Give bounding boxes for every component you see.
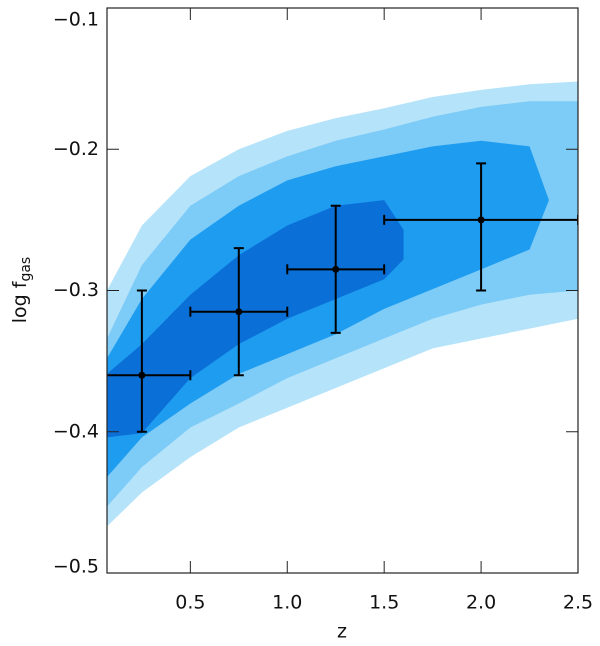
x-tick-label: 2.0 — [466, 592, 496, 614]
x-tick-label: 1.0 — [272, 592, 302, 614]
x-axis-label: z — [337, 621, 347, 643]
point — [477, 216, 485, 224]
point — [332, 265, 340, 273]
y-tick-label: −0.4 — [53, 420, 99, 442]
x-tick-label: 2.5 — [563, 592, 593, 614]
y-tick-label: −0.3 — [53, 279, 99, 301]
y-tick-label: −0.5 — [53, 556, 99, 578]
y-axis-label-main: log f — [9, 280, 31, 323]
point — [235, 308, 243, 316]
y-axis-label: log fgas — [9, 257, 35, 323]
x-tick-label: 0.5 — [175, 592, 205, 614]
contour-band — [107, 200, 404, 438]
x-tick-label: 1.5 — [369, 592, 399, 614]
contour-band — [107, 140, 549, 477]
point — [138, 371, 146, 379]
contour-layer — [107, 81, 578, 527]
y-tick-label: −0.1 — [53, 9, 99, 31]
points-layer — [107, 162, 578, 433]
y-tick-label: −0.2 — [53, 138, 99, 160]
y-axis-label-subscript: gas — [18, 257, 34, 282]
